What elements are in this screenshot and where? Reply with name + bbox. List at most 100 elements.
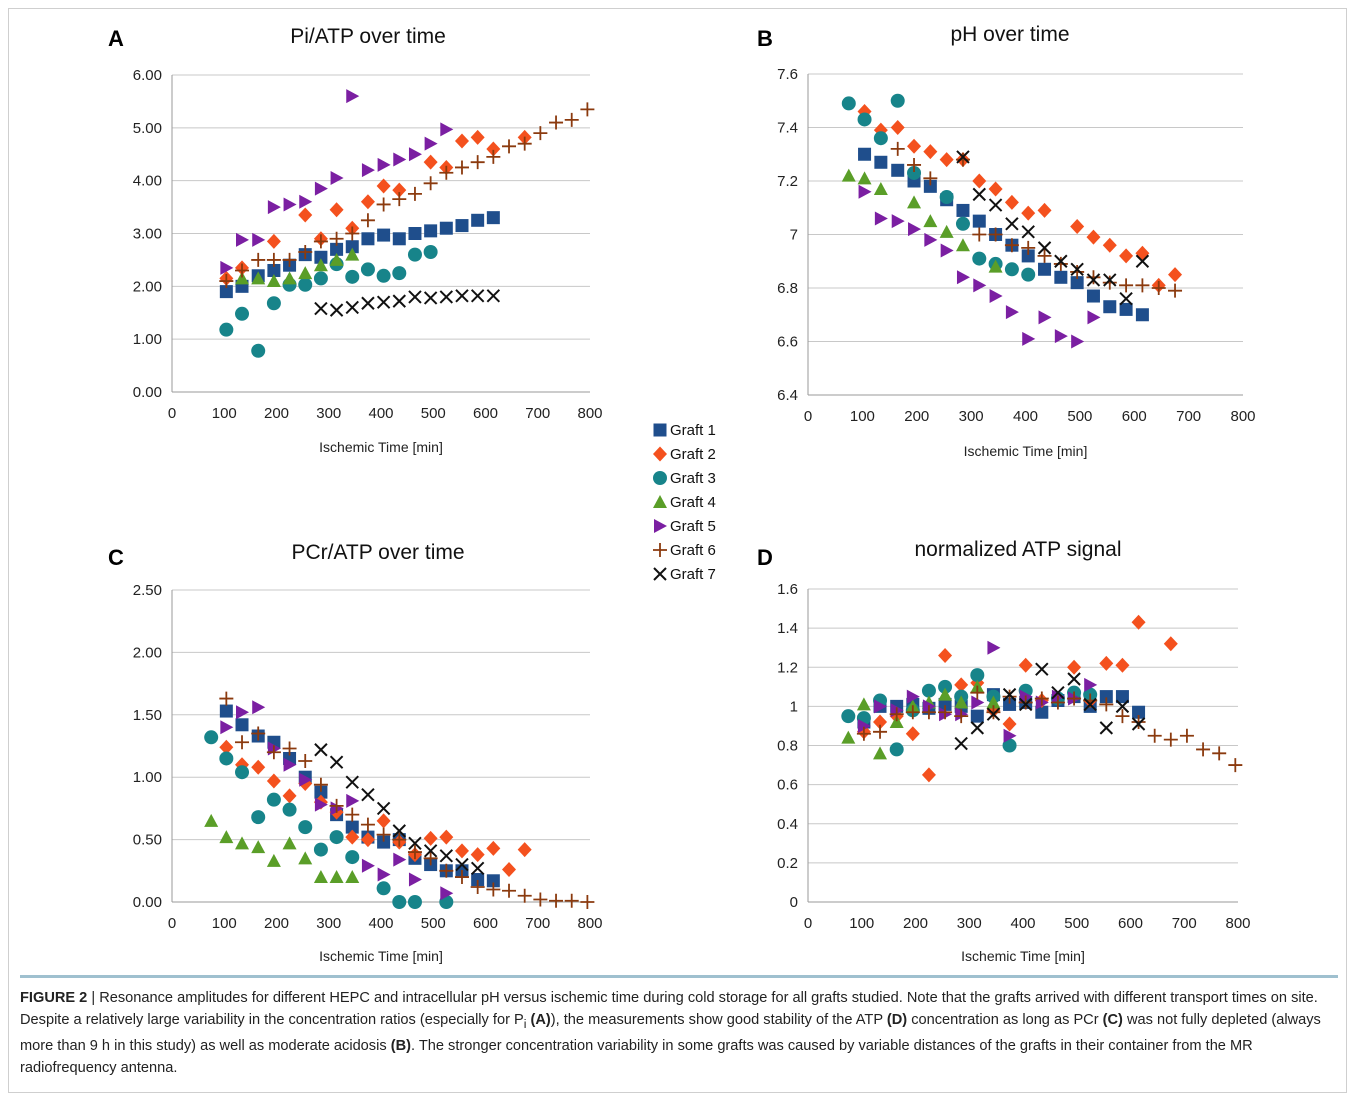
data-point bbox=[1132, 705, 1146, 719]
legend: Graft 1 Graft 2 Graft 3 Graft 4 Graft 5 Graft… bbox=[653, 422, 716, 583]
data-point bbox=[329, 252, 344, 266]
data-point bbox=[1084, 677, 1098, 692]
chart-title: Pi/ATP over time bbox=[290, 25, 446, 48]
series-graft-6 bbox=[856, 685, 1243, 773]
data-point bbox=[954, 736, 968, 751]
y-tick-label: 1.2 bbox=[777, 659, 798, 676]
y-tick-label: 6.00 bbox=[133, 67, 162, 84]
data-point bbox=[971, 695, 985, 710]
data-point bbox=[360, 817, 375, 832]
data-point bbox=[266, 792, 281, 807]
data-point bbox=[1099, 697, 1114, 712]
data-point bbox=[1135, 245, 1150, 261]
data-point bbox=[874, 155, 888, 169]
y-tick-label: 7 bbox=[790, 227, 798, 244]
data-point bbox=[939, 152, 954, 168]
data-point bbox=[1115, 657, 1130, 673]
data-point bbox=[329, 798, 344, 813]
data-point bbox=[988, 181, 1003, 197]
data-point bbox=[314, 743, 328, 757]
data-point bbox=[1005, 305, 1019, 320]
data-point bbox=[858, 147, 872, 161]
data-point bbox=[502, 139, 517, 154]
data-point bbox=[219, 285, 233, 299]
data-point bbox=[1099, 690, 1113, 704]
data-point bbox=[1037, 241, 1052, 255]
data-point bbox=[987, 640, 1001, 655]
data-point bbox=[1021, 205, 1036, 221]
data-point bbox=[955, 238, 970, 252]
data-point bbox=[921, 767, 936, 783]
series-graft-2 bbox=[219, 129, 532, 286]
data-point bbox=[376, 268, 391, 283]
data-point bbox=[282, 252, 297, 267]
data-point bbox=[1004, 238, 1019, 253]
data-point bbox=[905, 726, 920, 742]
data-point bbox=[857, 171, 872, 185]
data-point bbox=[486, 141, 501, 157]
data-point bbox=[440, 122, 454, 137]
data-point bbox=[454, 870, 469, 885]
data-point bbox=[393, 152, 407, 167]
y-tick-label: 2.50 bbox=[133, 582, 162, 599]
caption-segment: (B) bbox=[390, 1037, 411, 1054]
data-point bbox=[1050, 695, 1065, 710]
data-point bbox=[1115, 699, 1130, 714]
data-point bbox=[1018, 697, 1033, 712]
data-point bbox=[392, 294, 406, 308]
data-point bbox=[1038, 262, 1052, 276]
data-point bbox=[1196, 742, 1211, 757]
data-point bbox=[1037, 248, 1052, 263]
data-point bbox=[905, 705, 920, 720]
data-point bbox=[376, 178, 391, 194]
data-point bbox=[956, 150, 970, 164]
data-point bbox=[345, 870, 360, 884]
y-tick-label: 0.00 bbox=[133, 384, 162, 401]
data-point bbox=[313, 271, 328, 286]
legend-label: Graft 7 bbox=[670, 566, 716, 583]
data-point bbox=[486, 882, 501, 897]
data-point bbox=[439, 290, 454, 304]
data-point bbox=[1070, 276, 1084, 290]
figure-caption-block: FIGURE 2 | Resonance amplitudes for diff… bbox=[8, 975, 1347, 1093]
data-point bbox=[921, 705, 936, 720]
data-point bbox=[345, 226, 360, 241]
x-tick-label: 200 bbox=[264, 915, 289, 932]
data-point bbox=[986, 707, 1001, 721]
data-point bbox=[1102, 275, 1117, 290]
data-point bbox=[1002, 687, 1017, 702]
data-point bbox=[345, 775, 359, 789]
data-point bbox=[988, 259, 1003, 273]
x-tick-label: 700 bbox=[1176, 408, 1201, 425]
data-point bbox=[533, 126, 548, 141]
legend-label: Graft 5 bbox=[670, 518, 716, 535]
data-point bbox=[857, 718, 871, 733]
data-point bbox=[361, 787, 375, 802]
data-point bbox=[454, 843, 469, 859]
data-point bbox=[1021, 249, 1035, 263]
data-point bbox=[564, 112, 579, 127]
data-point bbox=[889, 715, 904, 729]
legend-marker-cross bbox=[653, 567, 667, 581]
data-point bbox=[266, 853, 281, 867]
x-tick-label: 500 bbox=[1064, 915, 1089, 932]
panel-letter: B bbox=[757, 26, 773, 51]
caption-segment: (A) bbox=[530, 1012, 551, 1028]
data-point bbox=[345, 240, 359, 254]
data-point bbox=[873, 746, 888, 760]
y-tick-label: 1.6 bbox=[777, 581, 798, 598]
legend-marker-triangle-up bbox=[653, 495, 667, 508]
data-point bbox=[564, 893, 579, 908]
x-tick-label: 600 bbox=[1122, 408, 1147, 425]
data-point bbox=[956, 203, 970, 217]
series-graft-1 bbox=[219, 211, 500, 299]
data-point bbox=[873, 724, 888, 739]
data-point bbox=[423, 851, 438, 866]
data-point bbox=[377, 835, 391, 849]
data-point bbox=[1070, 262, 1084, 276]
data-point bbox=[972, 187, 986, 202]
data-point bbox=[1022, 331, 1036, 346]
data-point bbox=[954, 695, 969, 709]
figure-caption: FIGURE 2 | Resonance amplitudes for diff… bbox=[20, 987, 1336, 1079]
y-tick-label: 2.00 bbox=[133, 644, 162, 661]
